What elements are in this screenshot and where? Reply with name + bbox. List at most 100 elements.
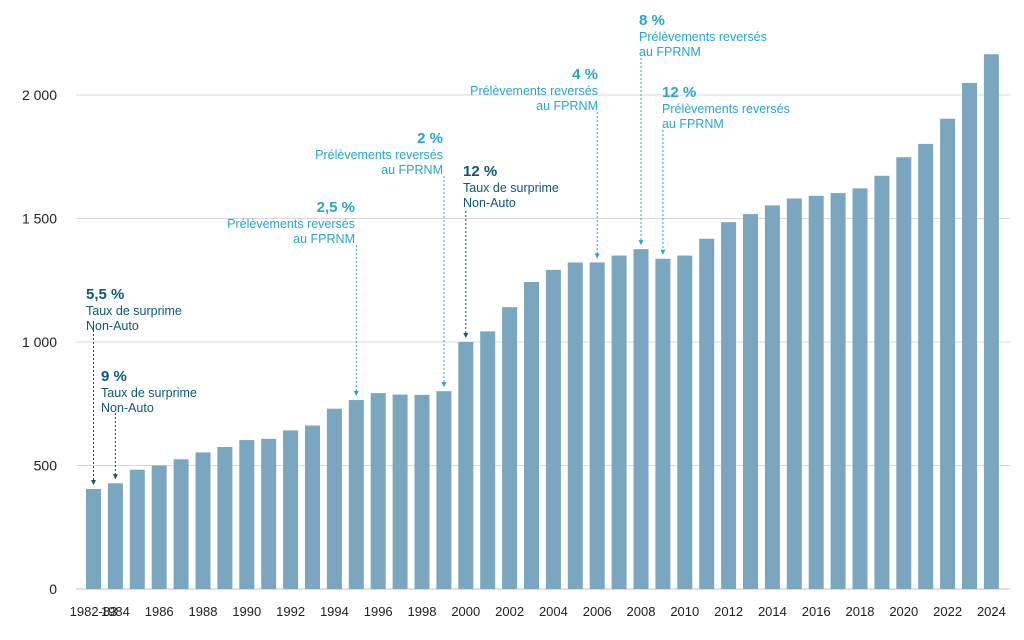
annotation-value: 2,5 % [317, 199, 355, 216]
bar-1993 [305, 425, 320, 589]
bar-1984 [107, 483, 123, 589]
x-tick-label: 2016 [802, 604, 831, 619]
annotation-arrowhead [91, 479, 96, 485]
annotation-value: 5,5 % [86, 286, 124, 303]
annotation-value: 4 % [572, 66, 598, 83]
bar-1986 [151, 465, 167, 589]
x-tick-label: 2020 [889, 604, 918, 619]
bar-1996 [370, 393, 386, 589]
bar-2015 [786, 198, 802, 590]
y-tick-label: 1 500 [22, 211, 57, 227]
bar-1988 [195, 452, 211, 589]
bar-1995 [348, 400, 364, 589]
bar-2014 [764, 205, 780, 589]
bar-2008 [633, 249, 649, 590]
bar-2019 [874, 175, 890, 590]
bar-2024 [983, 54, 999, 590]
x-tick-label: 1994 [320, 604, 349, 619]
x-tick-label: 1990 [232, 604, 261, 619]
bar-layer [86, 54, 999, 590]
bar-2016 [808, 195, 824, 589]
annotation-value: 2 % [417, 130, 443, 147]
annotation-text: Taux de surprime [101, 386, 197, 400]
annotation-arrowhead [353, 391, 359, 397]
bar-1989 [217, 446, 233, 589]
bar-2022 [940, 118, 956, 589]
bar-1997 [392, 394, 408, 589]
bar-2017 [830, 193, 846, 589]
x-tick-label: 1986 [145, 604, 174, 619]
bar-1999 [436, 391, 452, 589]
bar-2010 [677, 255, 693, 590]
bar-2009 [655, 258, 671, 589]
bar-1994 [326, 408, 342, 589]
x-tick-label: 2012 [714, 604, 743, 619]
annotation-text: au FPRNM [293, 232, 355, 246]
x-tick-label: 2010 [670, 604, 699, 619]
annotation-arrowhead [463, 333, 469, 338]
x-tick-label: 1992 [276, 604, 305, 619]
x-tick-label: 2022 [933, 604, 962, 619]
annotation-arrowhead [112, 474, 118, 480]
grid-layer [76, 94, 1010, 590]
annotation-text: Prélèvements reversés [227, 217, 355, 231]
bar-2006 [589, 262, 605, 589]
annotation-text: Non-Auto [463, 196, 516, 210]
annotation-text: au FPRNM [662, 117, 724, 131]
bar-2005 [567, 262, 583, 589]
bar-1998 [414, 394, 430, 589]
annotation-text: Prélèvements reversés [470, 84, 598, 98]
annotation-text: Taux de surprime [86, 304, 182, 318]
x-tick-label: 1982-83 [70, 604, 118, 619]
bar-2020 [896, 157, 912, 589]
x-tick-label: 2014 [758, 604, 787, 619]
annotation-text: Taux de surprime [463, 181, 559, 195]
annotation-value: 12 % [463, 163, 497, 180]
bar-2023 [962, 82, 977, 589]
bar-1985 [129, 469, 145, 589]
annotation-text: Prélèvements reversés [639, 30, 767, 44]
annotation-value: 9 % [101, 368, 127, 385]
bar-1990 [239, 440, 255, 589]
annotation-text: au FPRNM [381, 163, 443, 177]
x-tick-label: 1984 [101, 604, 130, 619]
y-tick-label: 1 000 [22, 334, 57, 350]
bar-1982-83 [86, 488, 101, 589]
bar-1987 [173, 459, 189, 589]
x-tick-label: 2008 [627, 604, 656, 619]
annotation-text: Prélèvements reversés [315, 148, 443, 162]
bar-1991 [261, 438, 277, 589]
x-tick-label: 1988 [189, 604, 218, 619]
x-tick-label: 2024 [977, 604, 1006, 619]
bar-2004 [545, 269, 561, 589]
annotation-value: 8 % [639, 12, 665, 29]
x-tick-label: 1996 [364, 604, 393, 619]
bar-2007 [611, 255, 627, 590]
bar-2000 [458, 342, 474, 589]
bar-2011 [699, 238, 715, 589]
y-tick-label: 0 [49, 581, 57, 597]
annotation-value: 12 % [662, 84, 696, 101]
annotation-text: Non-Auto [101, 401, 154, 415]
annotation-text: Prélèvements reversés [662, 102, 790, 116]
bar-2013 [743, 214, 758, 589]
annotation-text: au FPRNM [639, 45, 701, 59]
bar-2012 [721, 222, 737, 589]
x-tick-label: 1998 [408, 604, 437, 619]
x-tick-label: 2006 [583, 604, 612, 619]
x-tick-label: 2002 [495, 604, 524, 619]
bar-2018 [852, 188, 868, 589]
bar-2021 [918, 143, 934, 589]
annotation-text: Non-Auto [86, 319, 139, 333]
